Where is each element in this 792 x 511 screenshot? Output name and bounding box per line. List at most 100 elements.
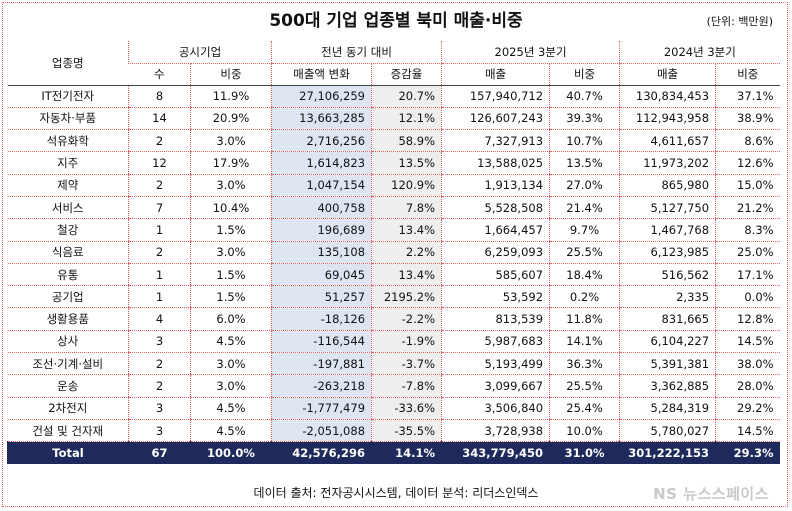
table-row: 공기업 1 1.5% 51,257 2195.2% 53,592 0.2% 2,335 0.0%: [7, 285, 780, 309]
company-share-cell: 1.5%: [189, 263, 272, 287]
company-share-cell: 4.5%: [189, 397, 272, 420]
share-2025-cell: 13.5%: [549, 151, 620, 175]
header-2025q3: 2025년 3분기: [441, 41, 620, 64]
sales-2025-cell: 1,913,134: [441, 174, 550, 197]
industry-name-cell: IT전기전자: [7, 85, 129, 108]
sales-2024-cell: 4,611,657: [619, 129, 716, 153]
share-2025-cell: 9.7%: [549, 218, 620, 242]
sales-2025-cell: 53,592: [441, 285, 550, 309]
header-share: 비중: [189, 63, 272, 86]
sales-2025-cell: 7,327,913: [441, 129, 550, 153]
table-row: 철강 1 1.5% 196,689 13.4% 1,664,457 9.7% 1,467,76…: [7, 218, 780, 242]
industry-name-cell: 상사: [7, 330, 129, 354]
change-rate-cell: 120.9%: [371, 174, 442, 197]
table-row: 유통 1 1.5% 69,045 13.4% 585,607 18.4% 516,562 17.…: [7, 263, 780, 287]
sales-change-cell: -18,126: [271, 307, 372, 331]
share-2025-cell: 21.4%: [549, 196, 620, 220]
company-share-cell: 3.0%: [189, 241, 272, 264]
company-share-cell: 1.5%: [189, 285, 272, 309]
share-2024-cell: 29.2%: [715, 397, 780, 420]
sales-2025-cell: 585,607: [441, 263, 550, 287]
sales-change-cell: 1,614,823: [271, 151, 372, 175]
sales-change-cell: 2,716,256: [271, 129, 372, 153]
industry-name-cell: 서비스: [7, 196, 129, 220]
table-row: 서비스 7 10.4% 400,758 7.8% 5,528,508 21.4% 5,127,…: [7, 196, 780, 220]
total-row: Total 67 100.0% 42,576,296 14.1% 343,779,450 3…: [7, 441, 780, 465]
sales-2024-cell: 865,980: [619, 174, 716, 197]
sales-change-cell: 13,663,285: [271, 107, 372, 131]
change-rate-cell: -33.6%: [371, 397, 442, 420]
sales-change-cell: 27,106,259: [271, 85, 372, 108]
watermark-logo: NS 뉴스스페이스: [653, 485, 769, 503]
sales-2025-cell: 13,588,025: [441, 151, 550, 175]
header-change-rate: 증감율: [371, 63, 442, 86]
share-2024-cell: 0.0%: [715, 285, 780, 309]
sales-2024-cell: 5,284,319: [619, 397, 716, 420]
sales-change-cell: 51,257: [271, 285, 372, 309]
company-count-cell: 3: [128, 419, 191, 443]
company-share-cell: 3.0%: [189, 129, 272, 153]
company-count-cell: 2: [128, 174, 191, 197]
change-rate-cell: 12.1%: [371, 107, 442, 131]
industry-name-cell: 식음료: [7, 241, 129, 264]
share-2024-cell: 12.6%: [715, 151, 780, 175]
sales-change-cell: -263,218: [271, 374, 372, 398]
share-2025-cell: 10.7%: [549, 129, 620, 153]
sales-2025-cell: 3,506,840: [441, 397, 550, 420]
company-count-cell: 8: [128, 85, 191, 108]
share-2024-cell: 29.3%: [715, 441, 780, 465]
sales-2024-cell: 831,665: [619, 307, 716, 331]
table-row: 제약 2 3.0% 1,047,154 120.9% 1,913,134 27.0% 865,…: [7, 174, 780, 197]
sales-change-cell: -197,881: [271, 352, 372, 376]
source-footer: 데이터 출처: 전자공시시스템, 데이터 분석: 리더스인덱스: [253, 486, 539, 500]
table-row: 상사 3 4.5% -116,544 -1.9% 5,987,683 14.1% 6,104,…: [7, 330, 780, 354]
header-sales-change: 매출액 변화: [271, 63, 372, 86]
company-count-cell: 1: [128, 285, 191, 309]
sales-change-cell: 1,047,154: [271, 174, 372, 197]
share-2024-cell: 25.0%: [715, 241, 780, 264]
industry-name-cell: 철강: [7, 218, 129, 242]
header-share-2025: 비중: [549, 63, 620, 86]
change-rate-cell: -7.8%: [371, 374, 442, 398]
header-yoy: 전년 동기 대비: [271, 41, 442, 64]
share-2024-cell: 14.5%: [715, 419, 780, 443]
sales-2025-cell: 157,940,712: [441, 85, 550, 108]
sales-change-cell: 42,576,296: [271, 441, 372, 465]
sales-change-cell: 400,758: [271, 196, 372, 220]
change-rate-cell: 13.5%: [371, 151, 442, 175]
table-title: 500대 기업 업종별 북미 매출·비중: [269, 11, 523, 31]
industry-name-cell: 유통: [7, 263, 129, 287]
share-2024-cell: 37.1%: [715, 85, 780, 108]
table-row: 석유화학 2 3.0% 2,716,256 58.9% 7,327,913 10.7% 4,6…: [7, 129, 780, 153]
sales-2024-cell: 5,780,027: [619, 419, 716, 443]
table-row: 생활용품 4 6.0% -18,126 -2.2% 813,539 11.8% 831,665…: [7, 307, 780, 331]
sales-change-cell: 135,108: [271, 241, 372, 264]
company-share-cell: 20.9%: [189, 107, 272, 131]
share-2025-cell: 27.0%: [549, 174, 620, 197]
sales-2024-cell: 3,362,885: [619, 374, 716, 398]
unit-label: (단위: 백만원): [706, 15, 773, 28]
company-count-cell: 14: [128, 107, 191, 131]
sales-change-cell: -116,544: [271, 330, 372, 354]
table-row: 조선·기계·설비 2 3.0% -197,881 -3.7% 5,193,499 36.3%…: [7, 352, 780, 376]
industry-name-cell: 제약: [7, 174, 129, 197]
share-2024-cell: 38.0%: [715, 352, 780, 376]
share-2025-cell: 14.1%: [549, 330, 620, 354]
industry-name-cell: 2차전지: [7, 397, 129, 420]
sales-2025-cell: 5,987,683: [441, 330, 550, 354]
sales-2024-cell: 5,391,381: [619, 352, 716, 376]
header-sales-2024: 매출: [619, 63, 716, 86]
table-row: 건설 및 건자재 3 4.5% -2,051,088 -35.5% 3,728,938 10…: [7, 419, 780, 443]
industry-name-cell: 운송: [7, 374, 129, 398]
sales-2024-cell: 1,467,768: [619, 218, 716, 242]
sales-2024-cell: 2,335: [619, 285, 716, 309]
share-2024-cell: 17.1%: [715, 263, 780, 287]
share-2024-cell: 21.2%: [715, 196, 780, 220]
company-count-cell: 2: [128, 129, 191, 153]
sales-2025-cell: 3,728,938: [441, 419, 550, 443]
company-share-cell: 1.5%: [189, 218, 272, 242]
industry-name-cell: 자동차·부품: [7, 107, 129, 131]
sales-change-cell: 69,045: [271, 263, 372, 287]
header-sales-2025: 매출: [441, 63, 550, 86]
